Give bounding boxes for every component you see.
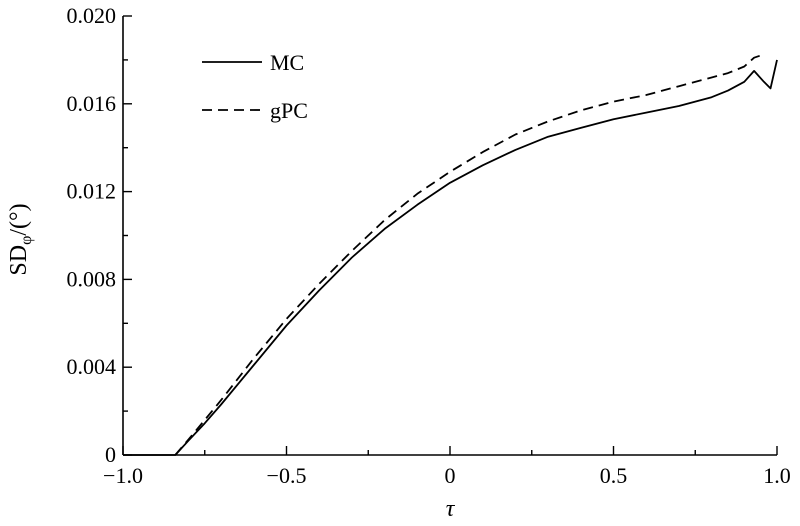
- x-tick-label: 0: [445, 463, 456, 488]
- legend-label-gpc: gPC: [270, 98, 308, 123]
- y-axis-label-main: SD: [6, 245, 32, 276]
- x-axis-label: τ: [446, 496, 456, 522]
- series-line-gpc: [174, 54, 761, 456]
- y-axis-label-subscript: φ: [18, 236, 35, 245]
- x-axis-ticks: −1.0 −0.5 0 0.5 1.0: [103, 446, 791, 488]
- x-tick-label: −0.5: [267, 463, 307, 488]
- x-tick-label: 1.0: [763, 463, 791, 488]
- legend: MC gPC: [202, 50, 308, 123]
- y-tick-label: 0.004: [67, 354, 117, 379]
- y-tick-label: 0: [105, 442, 116, 467]
- y-axis-label-unit: /(°): [6, 203, 32, 235]
- legend-label-mc: MC: [270, 50, 304, 75]
- y-tick-label: 0.012: [67, 179, 117, 204]
- y-tick-label: 0.016: [67, 91, 117, 116]
- y-axis-label: SDφ/(°): [6, 203, 35, 275]
- y-tick-label: 0.020: [67, 3, 117, 28]
- series-line-mc: [123, 59, 778, 456]
- series-layer: [123, 54, 778, 456]
- x-tick-label: 0.5: [600, 463, 628, 488]
- y-tick-label: 0.008: [67, 266, 117, 291]
- axes: [122, 16, 777, 456]
- x-tick-label: −1.0: [103, 463, 143, 488]
- y-axis-ticks: 0 0.004 0.008 0.012 0.016 0.020: [67, 3, 132, 467]
